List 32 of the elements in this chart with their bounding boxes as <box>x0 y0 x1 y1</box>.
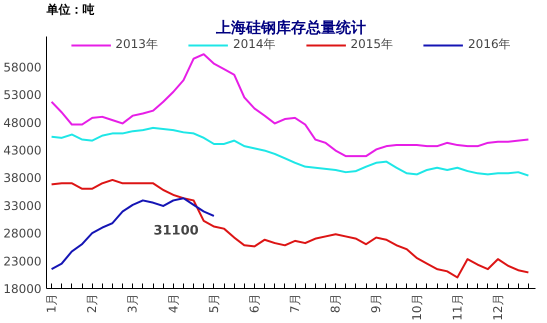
y-tick-label: 58000 <box>3 60 42 74</box>
y-tick-label: 43000 <box>3 144 42 158</box>
line-series <box>50 178 530 278</box>
line-series <box>50 126 530 177</box>
x-tick-label: 3月 <box>126 293 140 314</box>
y-tick-label: 28000 <box>3 226 42 241</box>
y-tick-label: 23000 <box>3 254 42 268</box>
x-tick-label: 12月 <box>490 293 505 321</box>
y-tick-label: 18000 <box>3 282 42 296</box>
y-tick-label: 38000 <box>3 171 42 186</box>
x-tick-label: 8月 <box>328 293 343 314</box>
y-tick-label: 33000 <box>3 198 42 213</box>
x-tick-label: 10月 <box>410 293 424 321</box>
x-tick-label: 1月 <box>44 293 59 314</box>
x-tick-label: 2月 <box>85 293 100 314</box>
y-axis-title: 单位：吨 <box>46 2 94 16</box>
x-tick-label: 6月 <box>247 293 262 314</box>
legend-label: 2015年 <box>350 36 394 53</box>
legend-label: 2014年 <box>232 36 276 53</box>
x-tick-label: 9月 <box>369 293 384 314</box>
legend-label: 2016年 <box>468 36 511 53</box>
annotation: 31100 <box>153 223 199 238</box>
x-tick-label: 4月 <box>166 293 180 314</box>
legend-label: 2013年 <box>115 36 158 53</box>
x-tick-label: 7月 <box>288 293 302 314</box>
chart-title: 上海硅钢库存总量统计 <box>215 18 366 36</box>
x-tick-label: 11月 <box>450 293 464 321</box>
y-tick-label: 48000 <box>3 116 42 130</box>
line-series <box>50 197 215 270</box>
x-tick-label: 5月 <box>206 293 221 314</box>
line-series <box>50 53 530 158</box>
y-tick-label: 53000 <box>3 88 42 102</box>
